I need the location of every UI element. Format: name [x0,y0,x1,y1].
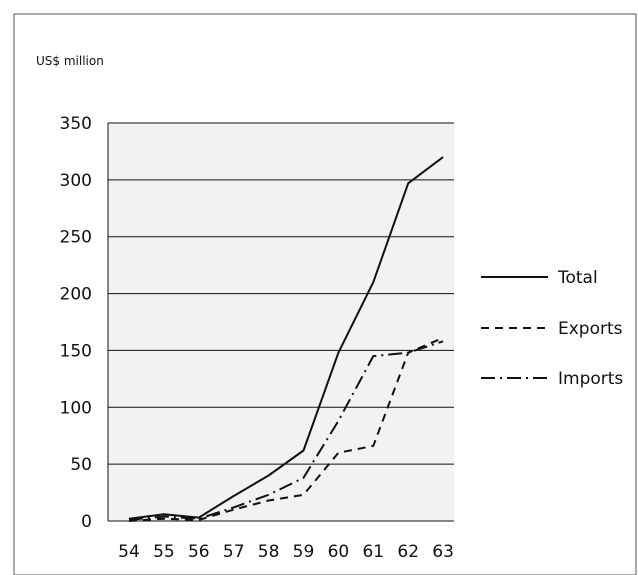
x-tick-label: 56 [188,542,210,562]
y-tick-label: 300 [60,171,92,191]
x-tick-label: 58 [258,542,280,562]
y-tick-label: 50 [70,455,92,475]
legend-label-imports: Imports [558,369,623,389]
y-axis-ticks: 0 50 100 150 200 250 300 350 [60,114,92,532]
x-tick-label: 59 [293,542,315,562]
x-tick-label: 60 [328,542,350,562]
legend-label-total: Total [557,268,598,288]
x-tick-label: 62 [397,542,419,562]
series-line-total [128,156,444,520]
legend: Total Exports Imports [481,268,623,389]
series-line-imports [128,340,444,521]
x-tick-label: 61 [362,542,384,562]
axes [107,123,454,522]
x-tick-label: 63 [432,542,454,562]
y-tick-label: 250 [60,228,92,248]
y-tick-label: 100 [60,398,92,418]
plot-area [108,123,454,521]
series-line-exports [128,336,444,522]
y-tick-label: 350 [60,114,92,134]
legend-label-exports: Exports [558,319,623,339]
figure-border [13,13,637,575]
y-tick-label: 150 [60,341,92,361]
grid-lines [108,122,454,465]
x-axis-ticks: 54 55 56 57 58 59 60 61 62 63 [118,542,454,562]
x-tick-label: 54 [118,542,140,562]
y-tick-label: 200 [60,285,92,305]
y-tick-label: 0 [81,512,92,532]
x-tick-label: 57 [223,542,245,562]
series-lines [128,156,444,522]
x-tick-label: 55 [153,542,175,562]
y-unit-label: US$ million [36,54,104,68]
